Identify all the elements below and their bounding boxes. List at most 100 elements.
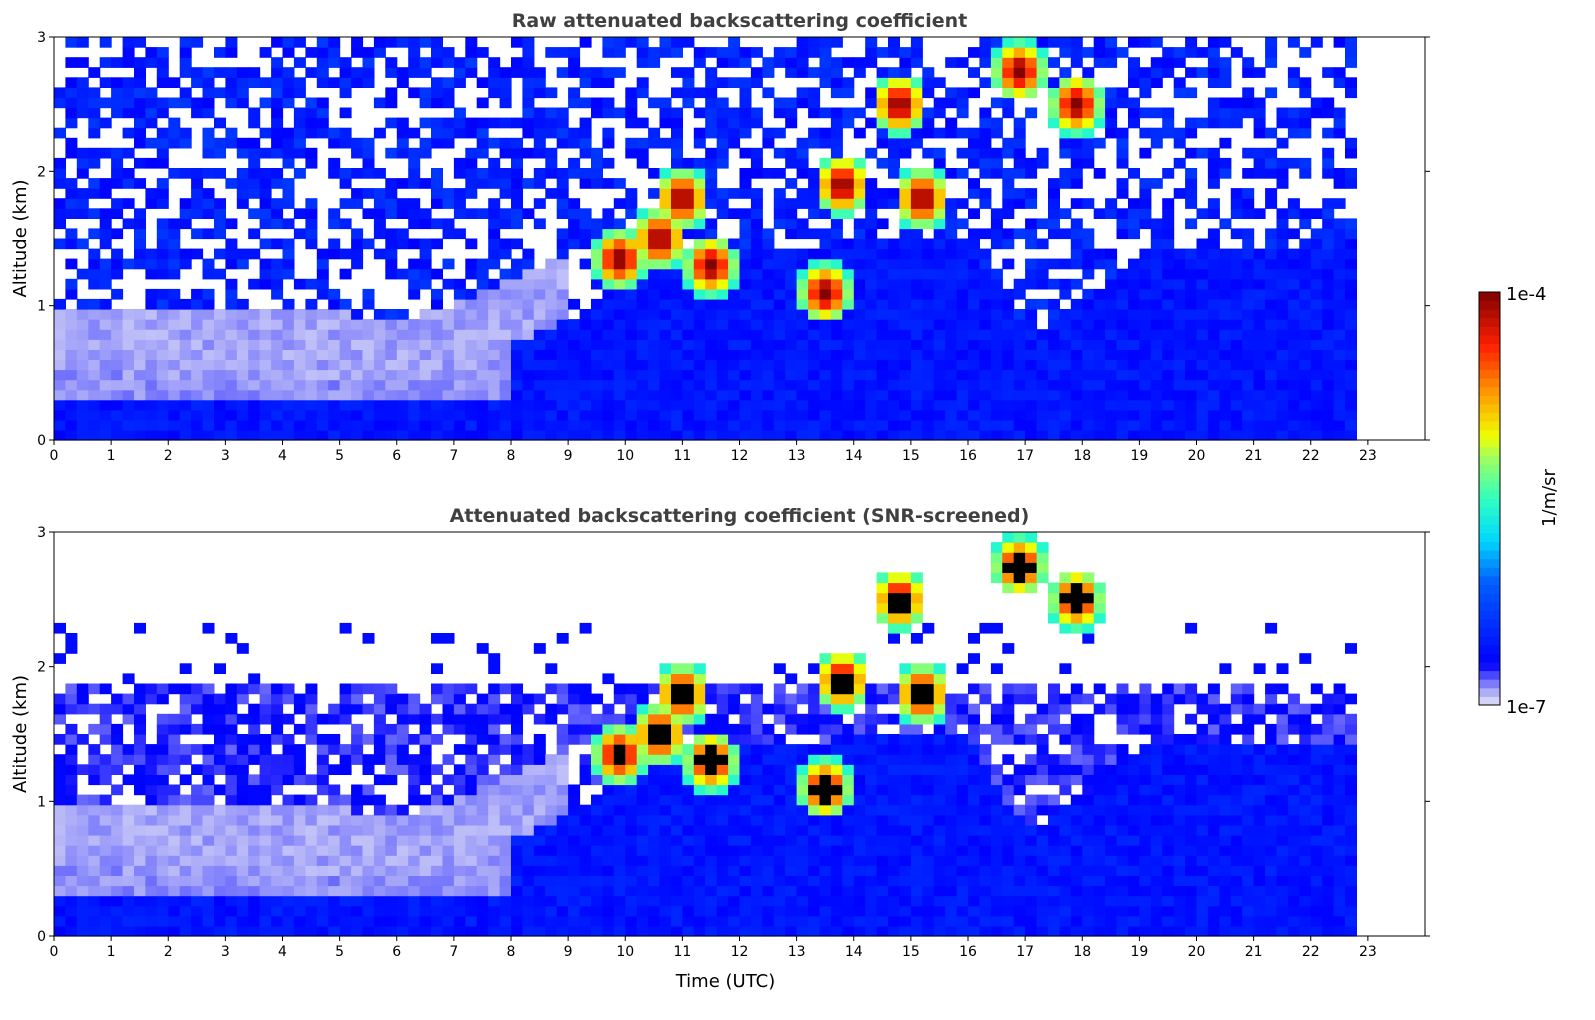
heatmap-cell [373,744,386,755]
heatmap-cell [842,339,855,350]
heatmap-cell [705,895,718,907]
heatmap-cell [168,744,181,755]
heatmap-cell [545,915,558,927]
heatmap-cell [716,188,729,199]
heatmap-cell [453,117,466,129]
heatmap-cell [968,288,980,300]
heatmap-cell [556,865,569,876]
heatmap-cell [739,178,752,189]
heatmap-cell [716,298,729,310]
heatmap-cell [122,168,135,179]
heatmap-cell [796,309,809,320]
heatmap-cell [282,389,295,401]
heatmap-cell [968,188,980,199]
heatmap-cell [899,198,912,209]
heatmap-cell [671,683,683,695]
heatmap-cell [202,814,215,826]
heatmap-cell [602,845,615,856]
heatmap-cell [1299,419,1312,431]
heatmap-cell [671,288,683,300]
heatmap-cell [1150,329,1163,340]
heatmap-cell [499,905,512,917]
heatmap-cell [716,147,729,159]
heatmap-cell [876,97,889,109]
heatmap-cell [533,309,546,320]
heatmap-cell [465,895,478,907]
heatmap-cell [305,107,318,119]
heatmap-cell [808,389,821,401]
heatmap-cell [419,835,432,846]
heatmap-cell [625,238,638,250]
heatmap-cell [259,178,272,189]
heatmap-cell [579,915,592,927]
heatmap-cell [293,107,306,119]
heatmap-cell [476,794,489,806]
heatmap-cell [65,693,78,705]
heatmap-cell [156,754,169,765]
heatmap-cell [579,875,592,887]
heatmap-cell [236,137,249,149]
heatmap-cell [1207,157,1220,169]
heatmap-cell [910,309,923,320]
heatmap-cell [762,137,775,149]
heatmap-cell [76,845,89,856]
heatmap-cell [1048,77,1060,88]
heatmap-cell [156,784,169,796]
heatmap-cell [488,683,501,695]
heatmap-cell [362,835,375,846]
heatmap-cell [922,389,935,401]
heatmap-cell [156,824,169,836]
heatmap-cell [179,885,192,897]
heatmap-cell [1299,329,1312,340]
heatmap-cell [556,419,569,431]
heatmap-cell [328,885,341,897]
heatmap-cell [1070,399,1083,411]
heatmap-cell [225,329,238,340]
heatmap-cell [682,824,695,836]
heatmap-cell [625,97,638,109]
heatmap-cell [1093,309,1106,320]
heatmap-cell [442,429,455,441]
heatmap-cell [636,734,649,745]
heatmap-cell [122,845,135,856]
heatmap-cell [99,804,112,816]
heatmap-cell [236,67,249,78]
heatmap-cell [910,107,923,119]
heatmap-cell [945,218,958,230]
heatmap-cell [385,147,398,159]
heatmap-cell [1070,147,1083,159]
heatmap-cell [1322,298,1335,310]
heatmap-cell [659,824,672,836]
heatmap-cell [442,57,455,68]
heatmap-cell [225,77,238,88]
heatmap-cell [648,228,661,240]
heatmap-cell [134,37,146,48]
heatmap-cell [1265,288,1278,300]
heatmap-cell [865,117,878,129]
heatmap-cell [602,794,615,806]
heatmap-cell [305,339,318,350]
heatmap-cell [556,47,569,58]
heatmap-cell [636,379,649,391]
heatmap-cell [282,329,295,340]
heatmap-cell [1162,218,1175,230]
heatmap-cell [1230,117,1243,129]
heatmap-cell [750,107,763,119]
heatmap-cell [613,268,626,280]
heatmap-cell [168,268,181,280]
heatmap-cell [305,359,318,371]
heatmap-cell [602,288,615,300]
heatmap-cell [888,77,900,88]
heatmap-cell [1322,399,1335,411]
heatmap-cell [625,258,638,270]
heatmap-cell [339,198,352,209]
heatmap-cell [1242,339,1255,350]
heatmap-cell [659,734,672,745]
heatmap-cell [442,419,455,431]
heatmap-cell [1219,349,1232,360]
heatmap-cell [328,349,341,360]
heatmap-cell [202,713,215,725]
heatmap-cell [111,198,124,209]
heatmap-cell [385,379,398,391]
heatmap-cell [202,855,215,866]
